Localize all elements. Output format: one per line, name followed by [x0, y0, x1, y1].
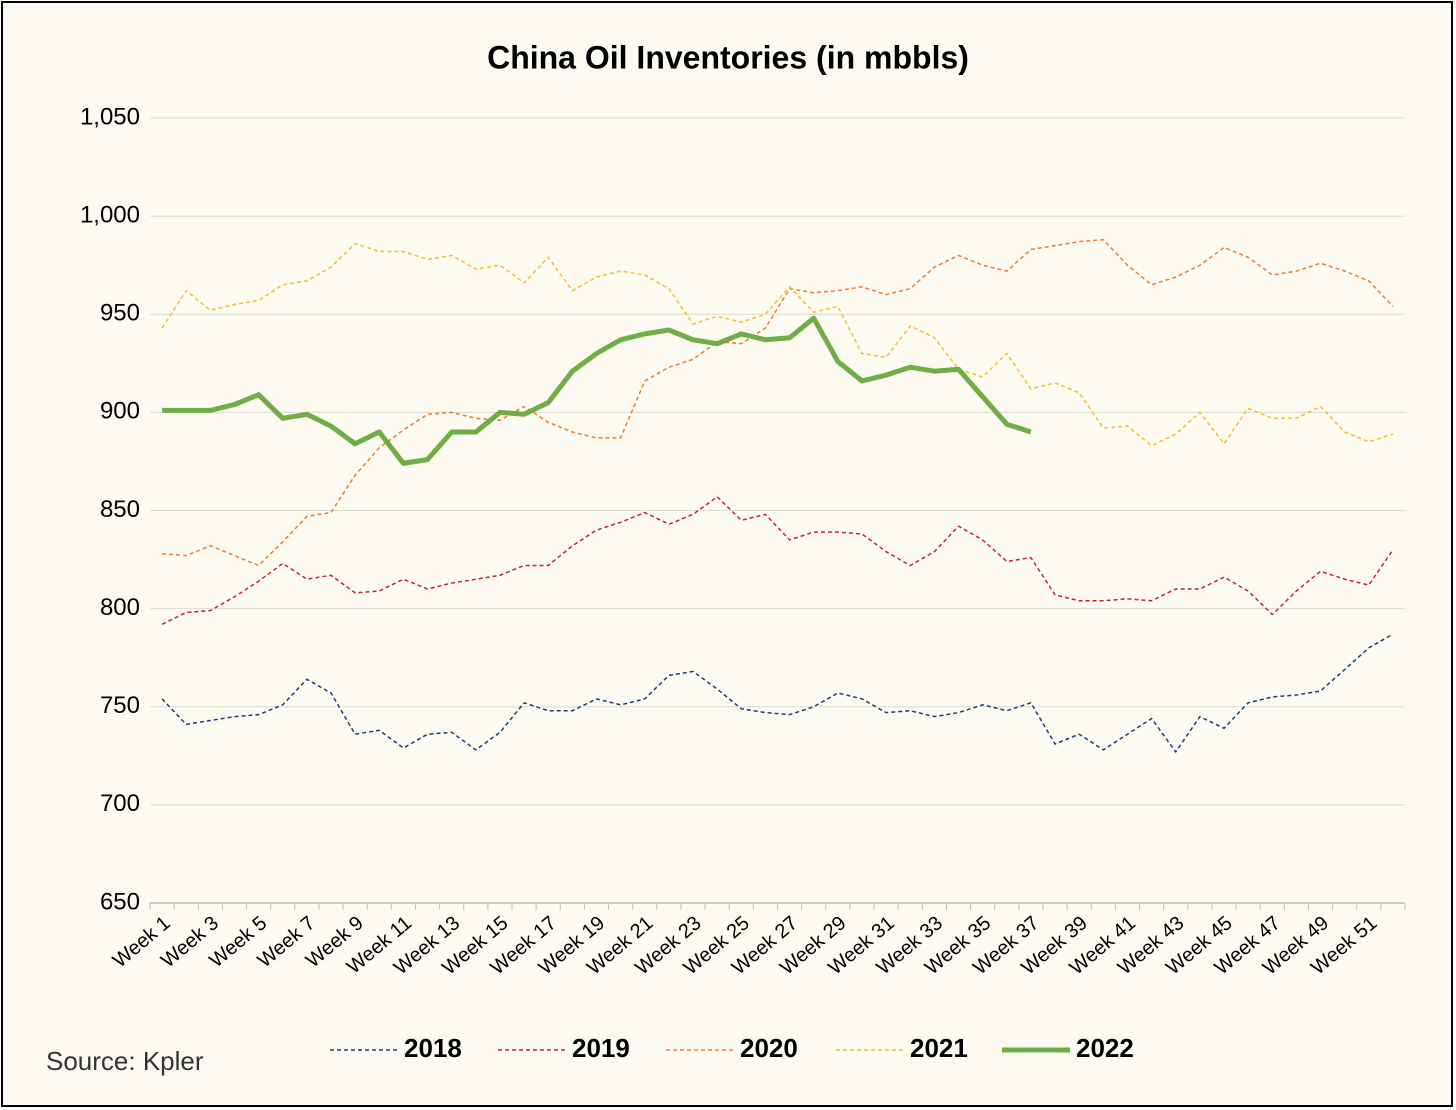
- y-tick-label: 900: [100, 398, 140, 425]
- y-tick-label: 1,000: [80, 201, 140, 228]
- y-tick-label: 750: [100, 692, 140, 719]
- y-tick-label: 1,050: [80, 103, 140, 130]
- series-line: [161, 496, 1394, 625]
- y-tick-label: 800: [100, 594, 140, 621]
- legend-label: 2019: [572, 1033, 630, 1063]
- legend-label: 2022: [1076, 1033, 1134, 1063]
- series-line: [161, 633, 1394, 753]
- y-tick-label: 650: [100, 888, 140, 915]
- legend-label: 2020: [740, 1033, 798, 1063]
- source-note: Source: Kpler: [46, 1046, 204, 1076]
- legend-label: 2021: [910, 1033, 968, 1063]
- y-tick-label: 700: [100, 790, 140, 817]
- y-tick-label: 850: [100, 496, 140, 523]
- series-line: [162, 238, 1394, 567]
- legend-label: 2018: [404, 1033, 462, 1063]
- y-tick-label: 950: [100, 300, 140, 327]
- chart-title: China Oil Inventories (in mbbls): [487, 39, 969, 75]
- series-line: [162, 315, 1032, 466]
- series-line: [161, 242, 1394, 447]
